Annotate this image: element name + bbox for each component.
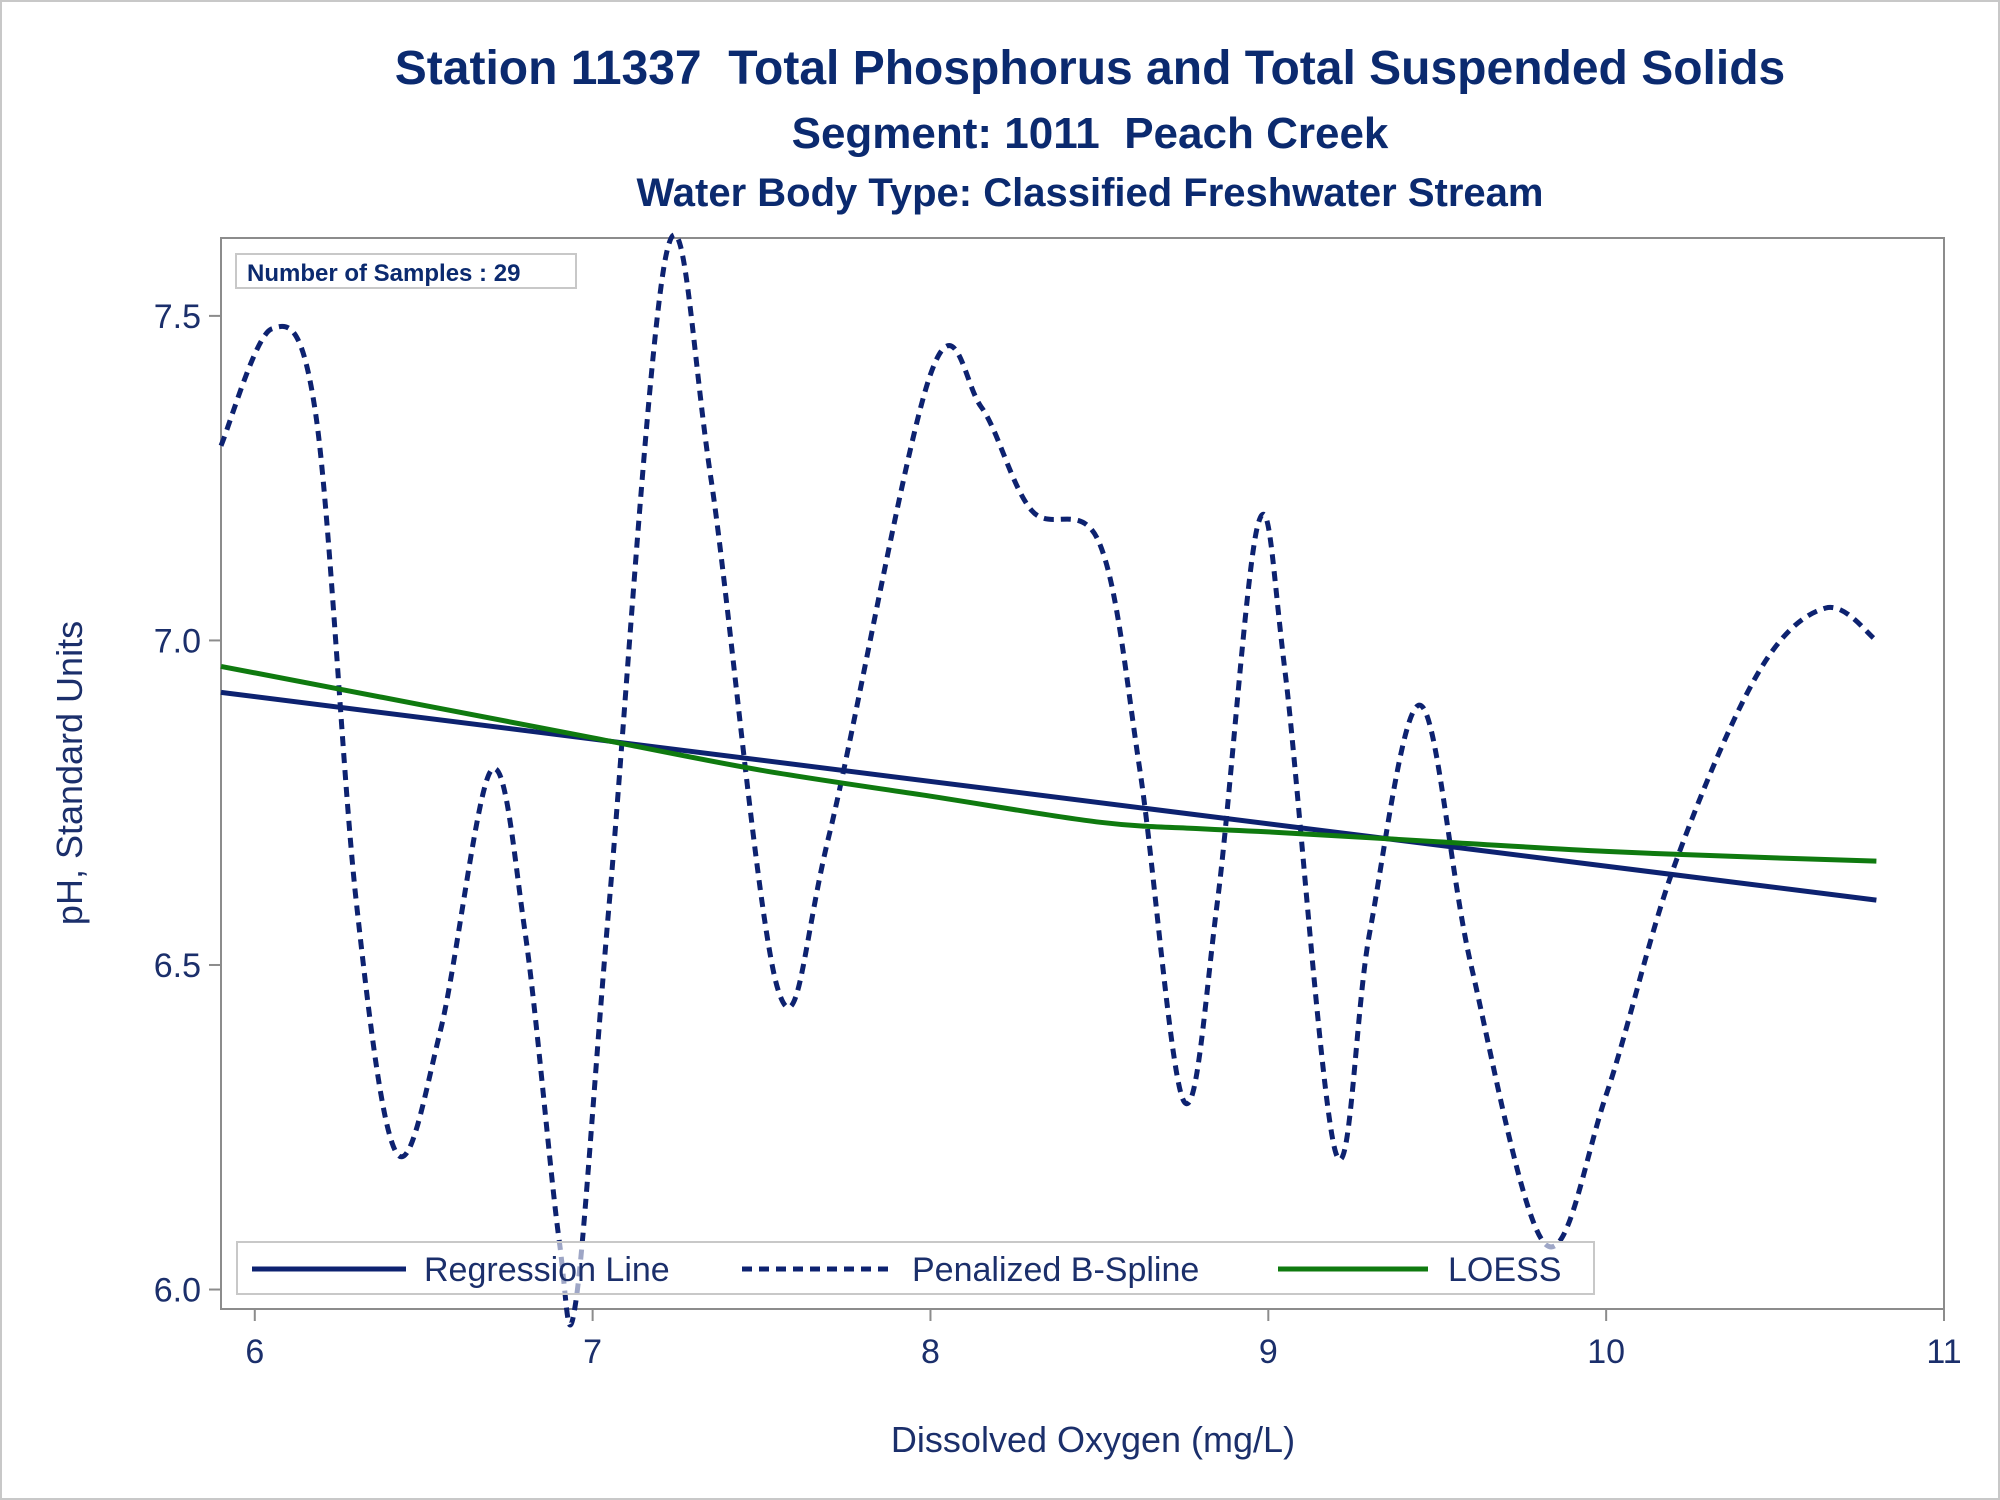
y-axis: 6.0 6.5 7.0 7.5 bbox=[154, 298, 221, 1310]
series-regression-line bbox=[220, 689, 1877, 903]
series-penalized-b-spline bbox=[218, 232, 1878, 1328]
x-tick-label: 9 bbox=[1259, 1333, 1278, 1371]
sample-count-label: Number of Samples : 29 bbox=[247, 260, 520, 287]
x-axis: 6 7 8 9 10 11 bbox=[245, 1309, 1962, 1371]
series-layer bbox=[218, 232, 1878, 1328]
x-tick-label: 6 bbox=[245, 1333, 264, 1371]
y-tick-label: 7.5 bbox=[154, 298, 201, 336]
legend-regression-line-label: Regression Line bbox=[424, 1251, 670, 1289]
legend: Regression Line Penalized B-Spline LOESS bbox=[252, 1251, 1561, 1289]
legend-loess-label: LOESS bbox=[1448, 1251, 1561, 1289]
x-tick-label: 10 bbox=[1587, 1333, 1625, 1371]
sample-count-box bbox=[235, 253, 577, 289]
chart-title: Station 11337 Total Phosphorus and Total… bbox=[395, 42, 1785, 95]
y-tick-label: 7.0 bbox=[154, 622, 201, 660]
plot-area-frame bbox=[220, 237, 1945, 1310]
x-axis-label: Dissolved Oxygen (mg/L) bbox=[891, 1419, 1295, 1460]
x-tick-label: 7 bbox=[583, 1333, 602, 1371]
chart-subtitle: Segment: 1011 Peach Creek bbox=[792, 109, 1389, 158]
chart-subtitle-2: Water Body Type: Classified Freshwater S… bbox=[637, 171, 1544, 215]
series-loess bbox=[220, 663, 1877, 864]
y-tick-label: 6.5 bbox=[154, 947, 201, 985]
y-tick-label: 6.0 bbox=[154, 1272, 201, 1310]
x-tick-label: 11 bbox=[1926, 1333, 1961, 1371]
x-tick-label: 8 bbox=[921, 1333, 940, 1371]
y-axis-label: pH, Standard Units bbox=[49, 621, 90, 925]
legend-penalized-b-spline-label: Penalized B-Spline bbox=[912, 1251, 1199, 1289]
